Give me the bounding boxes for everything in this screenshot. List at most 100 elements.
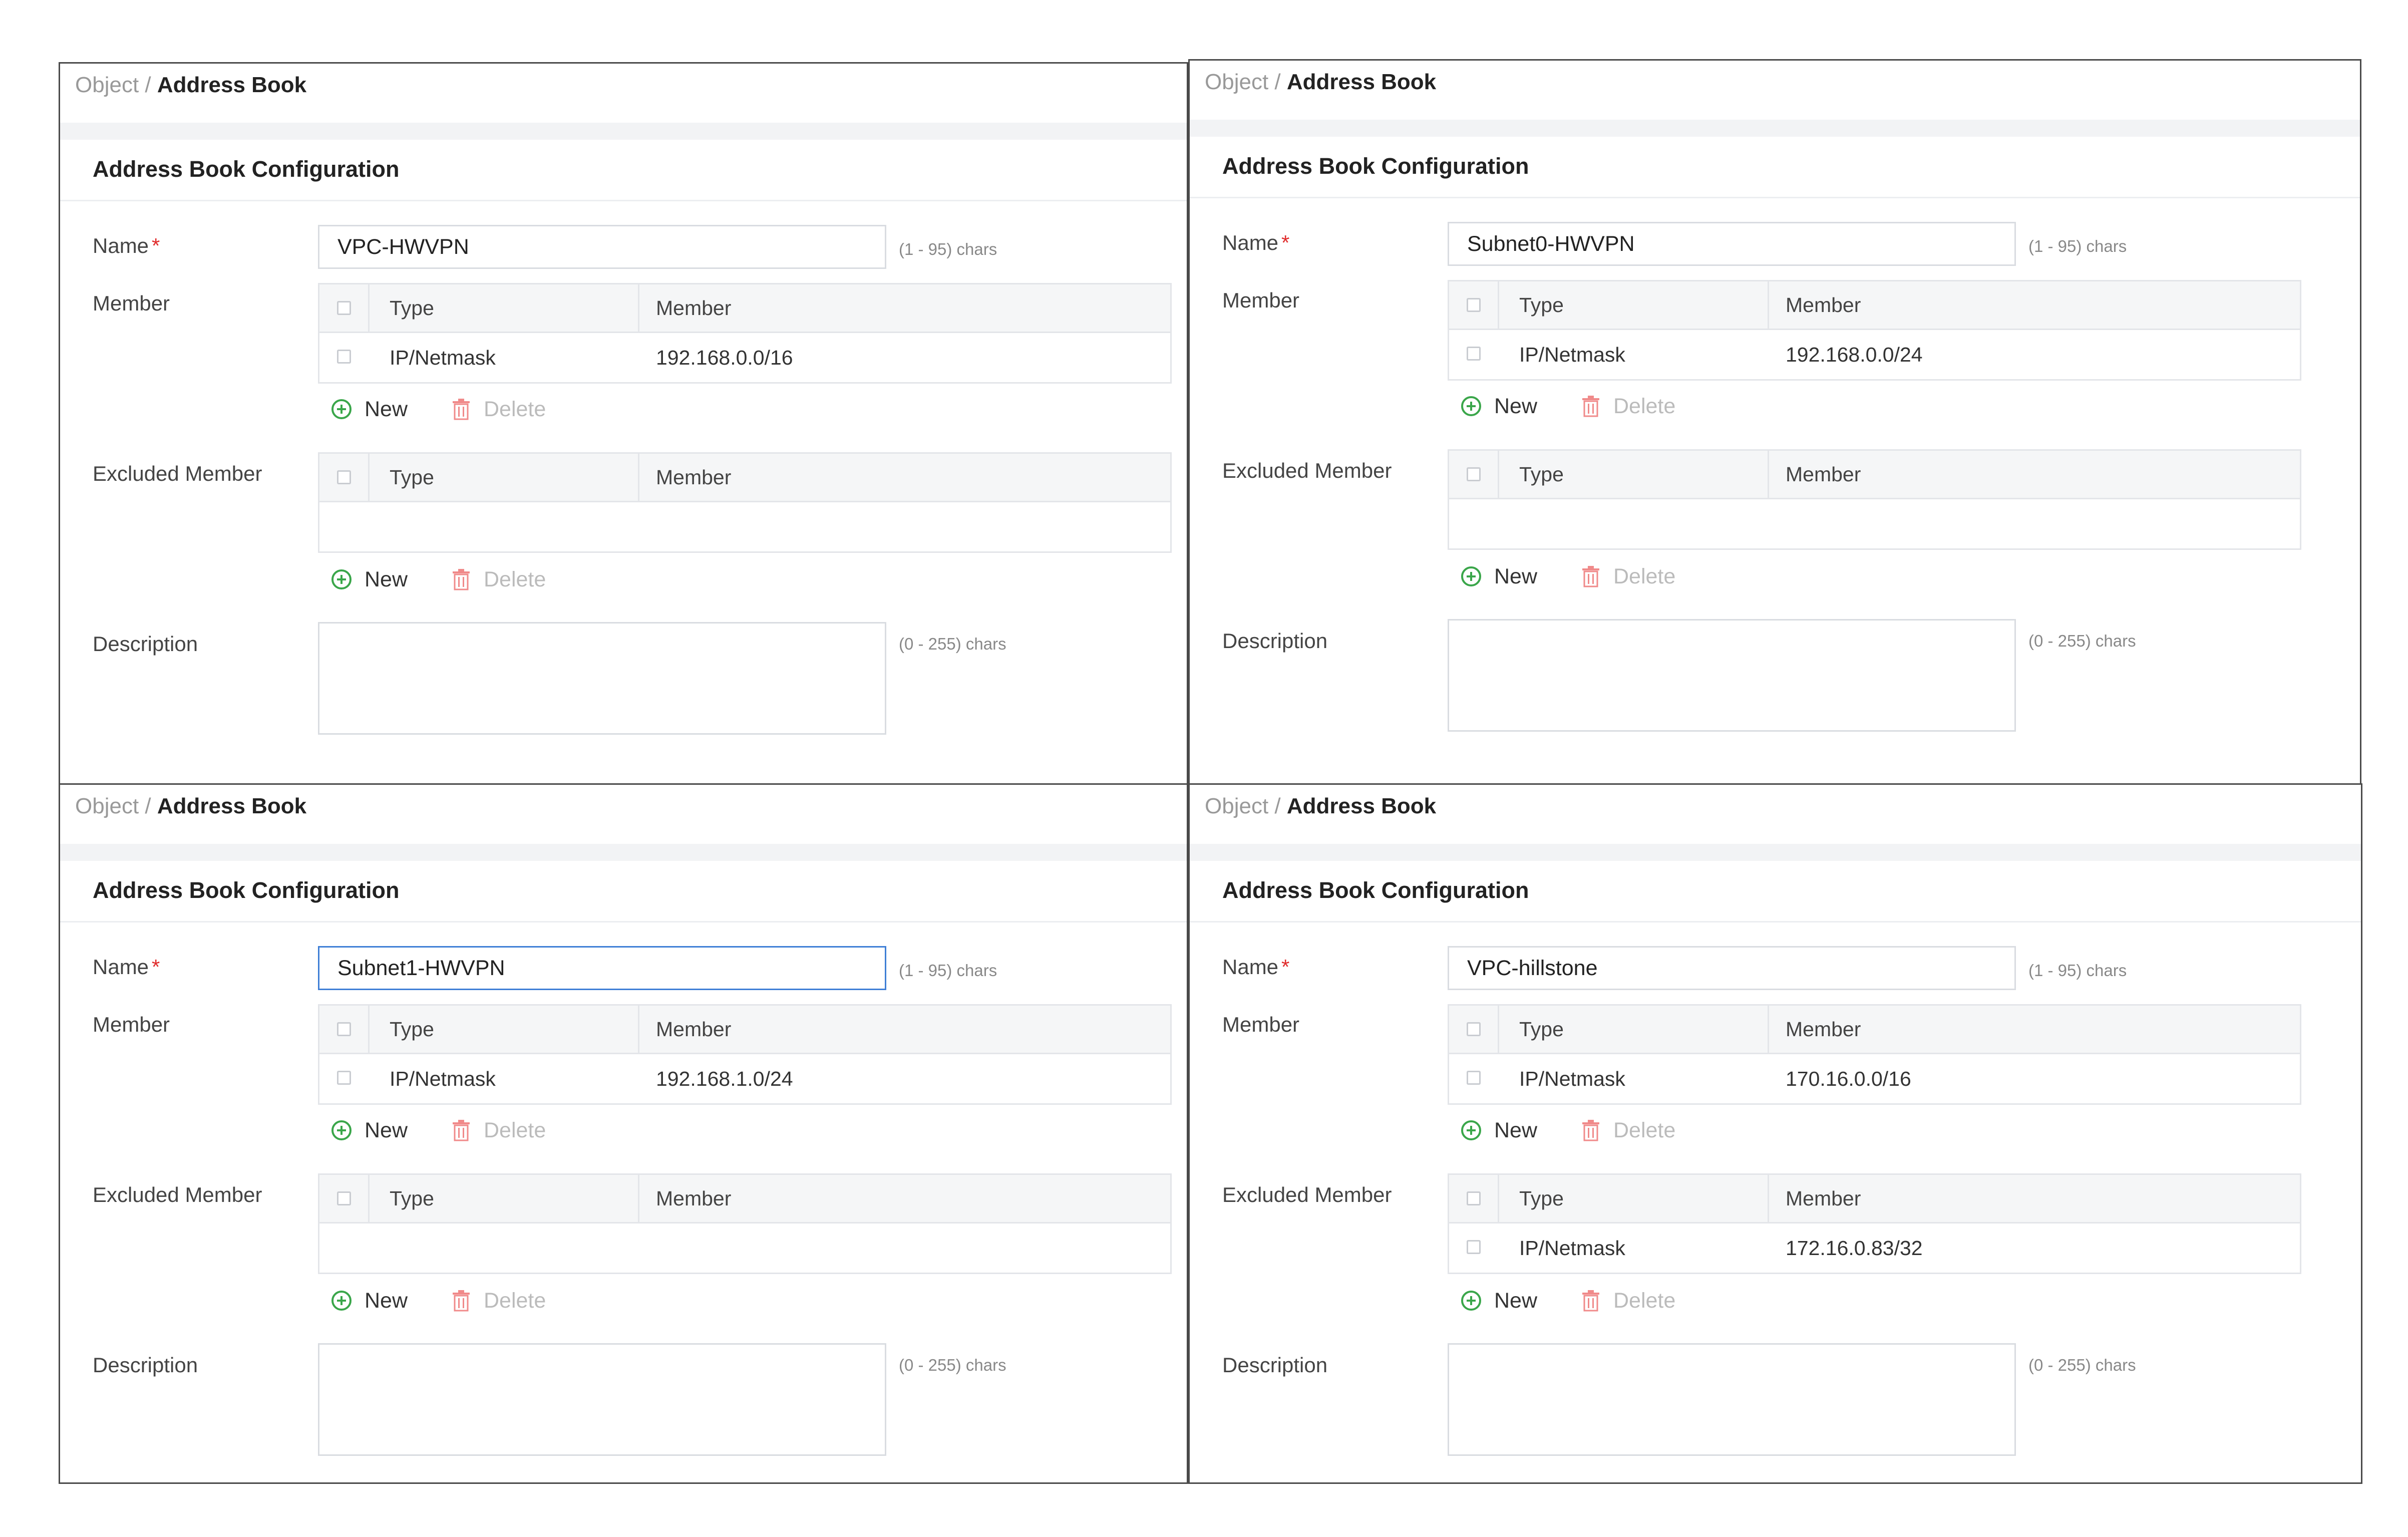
excluded-member-table: Type Member bbox=[318, 452, 1172, 553]
col-member: Member bbox=[1786, 463, 1861, 486]
excluded-member-label: Excluded Member bbox=[93, 462, 262, 485]
new-member-button[interactable]: New bbox=[1461, 391, 1537, 421]
member-type: IP/Netmask bbox=[1519, 1067, 1625, 1090]
name-label: Name * bbox=[93, 955, 160, 979]
breadcrumb-current: Address Book bbox=[157, 73, 307, 97]
col-type: Type bbox=[1519, 293, 1564, 317]
select-all-checkbox[interactable] bbox=[1467, 1022, 1481, 1036]
delete-member-button[interactable]: Delete bbox=[1581, 1115, 1675, 1145]
table-row[interactable]: IP/Netmask 170.16.0.0/16 bbox=[1449, 1054, 2300, 1103]
row-checkbox[interactable] bbox=[1467, 1071, 1481, 1085]
table-header: Type Member bbox=[1449, 451, 2300, 499]
member-label: Member bbox=[1222, 1013, 1300, 1036]
member-type: IP/Netmask bbox=[390, 346, 496, 369]
excluded-member-table: Type Member bbox=[318, 1173, 1172, 1274]
trash-icon bbox=[1582, 1290, 1599, 1312]
plus-circle-icon bbox=[1461, 566, 1481, 586]
trash-icon bbox=[453, 1120, 470, 1141]
delete-member-button[interactable]: Delete bbox=[1581, 391, 1675, 421]
select-all-checkbox[interactable] bbox=[1467, 467, 1481, 481]
empty-row bbox=[319, 1223, 1170, 1273]
excluded-member-table: Type Member bbox=[1448, 449, 2301, 550]
description-label: Description bbox=[93, 1353, 198, 1377]
row-checkbox[interactable] bbox=[1467, 1240, 1481, 1254]
new-excluded-button[interactable]: New bbox=[1461, 1286, 1537, 1316]
breadcrumb: Object / Address Book bbox=[75, 73, 306, 98]
required-mark: * bbox=[1281, 955, 1290, 979]
description-textarea[interactable] bbox=[318, 622, 886, 735]
row-checkbox[interactable] bbox=[1467, 347, 1481, 361]
new-member-button[interactable]: New bbox=[331, 1115, 408, 1145]
col-member: Member bbox=[656, 1187, 732, 1210]
plus-circle-icon bbox=[331, 399, 352, 419]
table-row[interactable]: IP/Netmask 192.168.0.0/24 bbox=[1449, 330, 2300, 379]
breadcrumb-parent[interactable]: Object / bbox=[75, 73, 151, 97]
row-checkbox[interactable] bbox=[337, 1071, 351, 1085]
delete-excluded-button[interactable]: Delete bbox=[452, 564, 546, 594]
delete-member-button[interactable]: Delete bbox=[452, 394, 546, 424]
row-checkbox[interactable] bbox=[337, 350, 351, 364]
table-header: Type Member bbox=[319, 284, 1170, 333]
delete-excluded-button[interactable]: Delete bbox=[1581, 1286, 1675, 1316]
divider bbox=[60, 921, 1187, 923]
trash-icon bbox=[453, 399, 470, 420]
col-member: Member bbox=[656, 1018, 732, 1041]
empty-row bbox=[319, 502, 1170, 551]
col-member: Member bbox=[656, 296, 732, 320]
table-row[interactable]: IP/Netmask 192.168.1.0/24 bbox=[319, 1054, 1170, 1103]
new-excluded-button[interactable]: New bbox=[331, 1286, 408, 1316]
name-label: Name * bbox=[1222, 955, 1290, 979]
select-all-checkbox[interactable] bbox=[1467, 1191, 1481, 1205]
select-all-checkbox[interactable] bbox=[1467, 298, 1481, 312]
col-type: Type bbox=[1519, 1187, 1564, 1210]
col-type: Type bbox=[390, 296, 434, 320]
delete-excluded-button[interactable]: Delete bbox=[452, 1286, 546, 1316]
breadcrumb-parent[interactable]: Object / bbox=[1205, 70, 1281, 94]
breadcrumb-parent[interactable]: Object / bbox=[75, 794, 151, 818]
section-gap bbox=[1190, 120, 2360, 137]
name-input[interactable]: VPC-HWVPN bbox=[318, 225, 886, 269]
description-label: Description bbox=[1222, 629, 1328, 653]
empty-row bbox=[1449, 499, 2300, 548]
member-value: 192.168.1.0/24 bbox=[656, 1067, 793, 1090]
select-all-checkbox[interactable] bbox=[337, 470, 351, 484]
excluded-type: IP/Netmask bbox=[1519, 1237, 1625, 1260]
new-member-button[interactable]: New bbox=[1461, 1115, 1537, 1145]
table-row[interactable]: IP/Netmask 172.16.0.83/32 bbox=[1449, 1223, 2300, 1273]
divider bbox=[1190, 197, 2360, 198]
description-textarea[interactable] bbox=[1448, 1343, 2016, 1456]
col-member: Member bbox=[1786, 1018, 1861, 1041]
trash-icon bbox=[1582, 396, 1599, 417]
select-all-checkbox[interactable] bbox=[337, 1022, 351, 1036]
trash-icon bbox=[453, 569, 470, 590]
divider bbox=[1190, 921, 2361, 923]
select-all-checkbox[interactable] bbox=[337, 1191, 351, 1205]
description-hint: (0 - 255) chars bbox=[2028, 1356, 2136, 1374]
new-excluded-button[interactable]: New bbox=[1461, 561, 1537, 591]
name-label: Name * bbox=[1222, 231, 1290, 254]
breadcrumb-parent[interactable]: Object / bbox=[1205, 794, 1281, 818]
new-excluded-button[interactable]: New bbox=[331, 564, 408, 594]
name-hint: (1 - 95) chars bbox=[899, 240, 997, 258]
description-textarea[interactable] bbox=[1448, 619, 2016, 732]
name-input[interactable]: Subnet0-HWVPN bbox=[1448, 222, 2016, 266]
new-member-button[interactable]: New bbox=[331, 394, 408, 424]
trash-icon bbox=[453, 1290, 470, 1312]
description-textarea[interactable] bbox=[318, 1343, 886, 1456]
description-label: Description bbox=[93, 632, 198, 656]
table-header: Type Member bbox=[1449, 281, 2300, 330]
delete-member-button[interactable]: Delete bbox=[452, 1115, 546, 1145]
section-title: Address Book Configuration bbox=[1222, 877, 1529, 903]
delete-excluded-button[interactable]: Delete bbox=[1581, 561, 1675, 591]
name-input[interactable]: Subnet1-HWVPN bbox=[318, 946, 886, 990]
excluded-member-table: Type Member IP/Netmask 172.16.0.83/32 bbox=[1448, 1173, 2301, 1274]
required-mark: * bbox=[152, 955, 160, 979]
table-row[interactable]: IP/Netmask 192.168.0.0/16 bbox=[319, 333, 1170, 382]
description-label: Description bbox=[1222, 1353, 1328, 1377]
col-member: Member bbox=[656, 466, 732, 489]
select-all-checkbox[interactable] bbox=[337, 301, 351, 315]
breadcrumb-current: Address Book bbox=[1286, 70, 1437, 94]
name-input[interactable]: VPC-hillstone bbox=[1448, 946, 2016, 990]
divider bbox=[60, 200, 1187, 201]
